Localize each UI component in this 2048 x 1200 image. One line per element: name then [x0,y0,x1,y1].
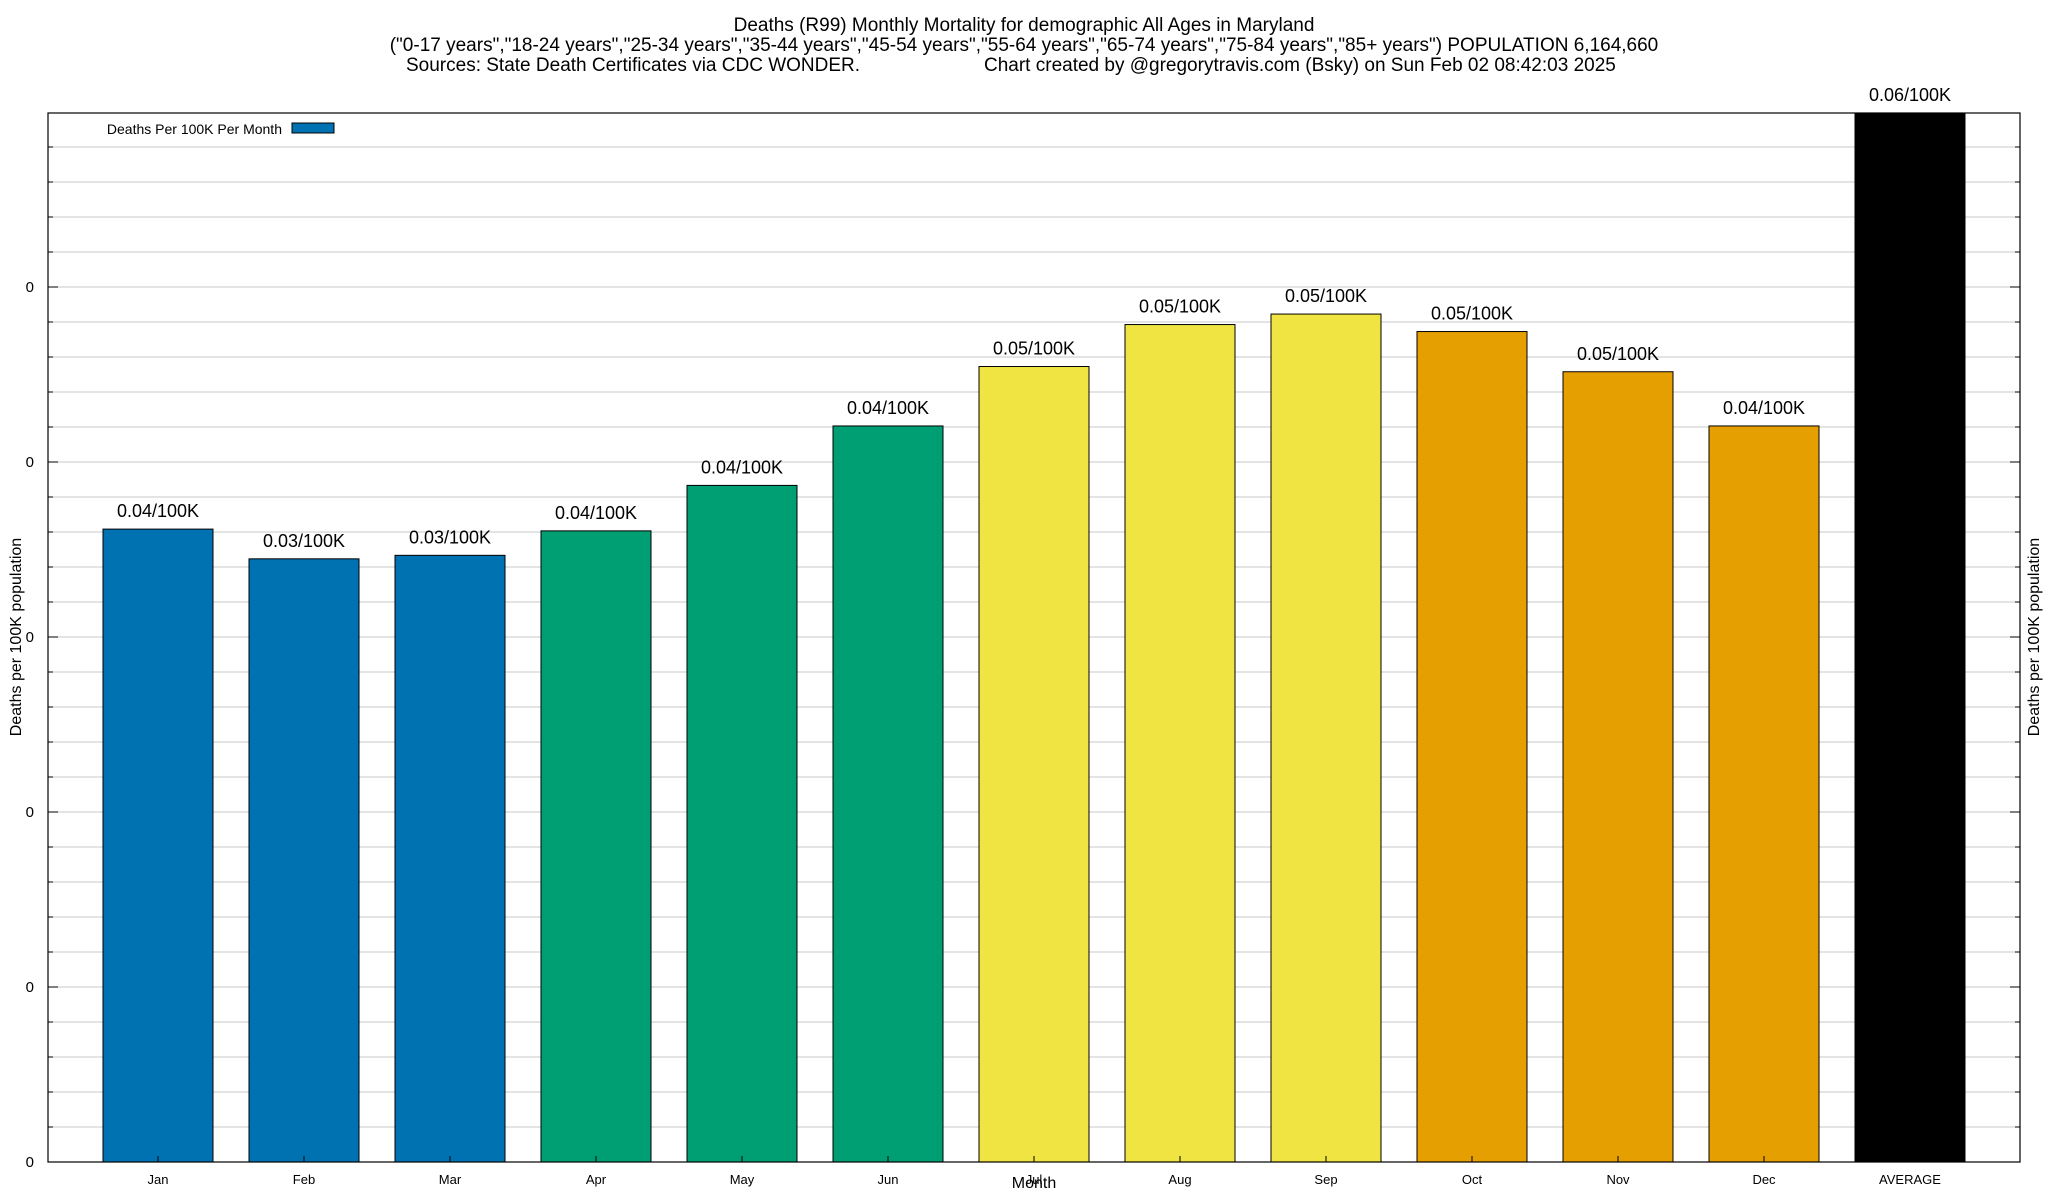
x-tick-label: Jan [148,1172,169,1187]
chart-subtitle: ("0-17 years","18-24 years","25-34 years… [390,35,1659,56]
y-tick-label: 0 [26,804,34,821]
data-label: 0.03/100K [409,527,491,547]
x-tick-label: Mar [439,1172,462,1187]
x-tick-label: Apr [586,1172,607,1187]
bar-oct [1416,331,1528,1163]
data-label: 0.03/100K [263,531,345,551]
x-tick-label: Oct [1462,1172,1483,1187]
bar-aug [1124,324,1236,1163]
bar-jan [102,528,214,1163]
data-label: 0.05/100K [993,339,1075,359]
legend-swatch [291,122,335,134]
data-label: 0.04/100K [555,503,637,523]
legend-label: Deaths Per 100K Per Month [107,121,282,137]
x-tick-label: Nov [1606,1172,1630,1187]
x-axis-label: Month [1012,1175,1056,1192]
chart-sources: Sources: State Death Certificates via CD… [406,55,860,76]
y-tick-label: 0 [26,979,34,996]
bar-dec [1708,425,1820,1163]
x-tick-label: Feb [293,1172,315,1187]
bar-jun [832,425,944,1163]
chart-title: Deaths (R99) Monthly Mortality for demog… [734,15,1315,36]
y-axis-label-right: Deaths per 100K population [2026,538,2043,736]
bar-average [1854,112,1966,1163]
axis-ticks: 0 0 0 0 0 0 Jan Feb Mar Apr May Jun Jul Aug Sep Oct Nov D… [26,146,2020,1187]
data-label: 0.06/100K [1869,85,1951,105]
bar-mar [394,554,506,1163]
x-tick-label: Jun [878,1172,899,1187]
plot-border [47,112,2021,1163]
y-tick-label: 0 [26,629,34,646]
data-labels: 0.04/100K 0.03/100K 0.03/100K 0.04/100K 0.04… [117,85,1951,551]
bar-sep [1270,313,1382,1163]
data-label: 0.05/100K [1139,297,1221,317]
y-tick-label: 0 [26,1154,34,1171]
y-tick-label: 0 [26,454,34,471]
data-label: 0.05/100K [1577,344,1659,364]
legend: Deaths Per 100K Per Month [107,121,335,137]
bar-may [686,484,798,1163]
x-tick-label: Dec [1752,1172,1776,1187]
bars [102,112,1966,1163]
data-label: 0.04/100K [117,501,199,521]
x-tick-label: Aug [1168,1172,1191,1187]
y-axis-label-left: Deaths per 100K population [8,538,25,736]
data-label: 0.04/100K [701,457,783,477]
x-tick-label: Jul [1026,1172,1043,1187]
data-label: 0.05/100K [1285,286,1367,306]
bar-apr [540,530,652,1163]
bar-feb [248,558,360,1163]
x-tick-label: AVERAGE [1879,1172,1941,1187]
chart-credit: Chart created by @gregorytravis.com (Bsk… [984,55,1616,76]
bar-nov [1562,371,1674,1163]
data-label: 0.04/100K [847,398,929,418]
y-tick-label: 0 [26,279,34,296]
x-tick-label: May [730,1172,755,1187]
data-label: 0.04/100K [1723,398,1805,418]
data-label: 0.05/100K [1431,304,1513,324]
x-tick-label: Sep [1314,1172,1337,1187]
bar-jul [978,366,1090,1163]
